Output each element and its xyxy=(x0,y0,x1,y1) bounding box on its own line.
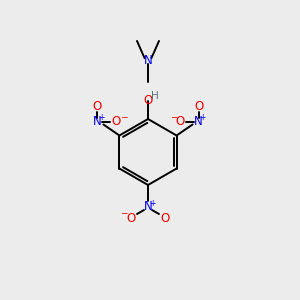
Text: O: O xyxy=(175,115,184,128)
Text: N: N xyxy=(194,115,203,128)
Text: +: + xyxy=(200,113,206,122)
Text: −: − xyxy=(120,112,127,121)
Text: −: − xyxy=(170,112,177,121)
Text: −: − xyxy=(120,208,128,217)
Text: +: + xyxy=(149,199,155,208)
Text: +: + xyxy=(98,113,105,122)
Text: O: O xyxy=(93,100,102,113)
Text: O: O xyxy=(194,100,203,113)
Text: O: O xyxy=(126,212,136,224)
Text: O: O xyxy=(160,212,169,224)
Text: N: N xyxy=(144,200,152,214)
Text: O: O xyxy=(112,115,121,128)
Text: O: O xyxy=(143,94,153,106)
Text: N: N xyxy=(144,53,152,67)
Text: H: H xyxy=(151,91,159,101)
Text: N: N xyxy=(93,115,102,128)
